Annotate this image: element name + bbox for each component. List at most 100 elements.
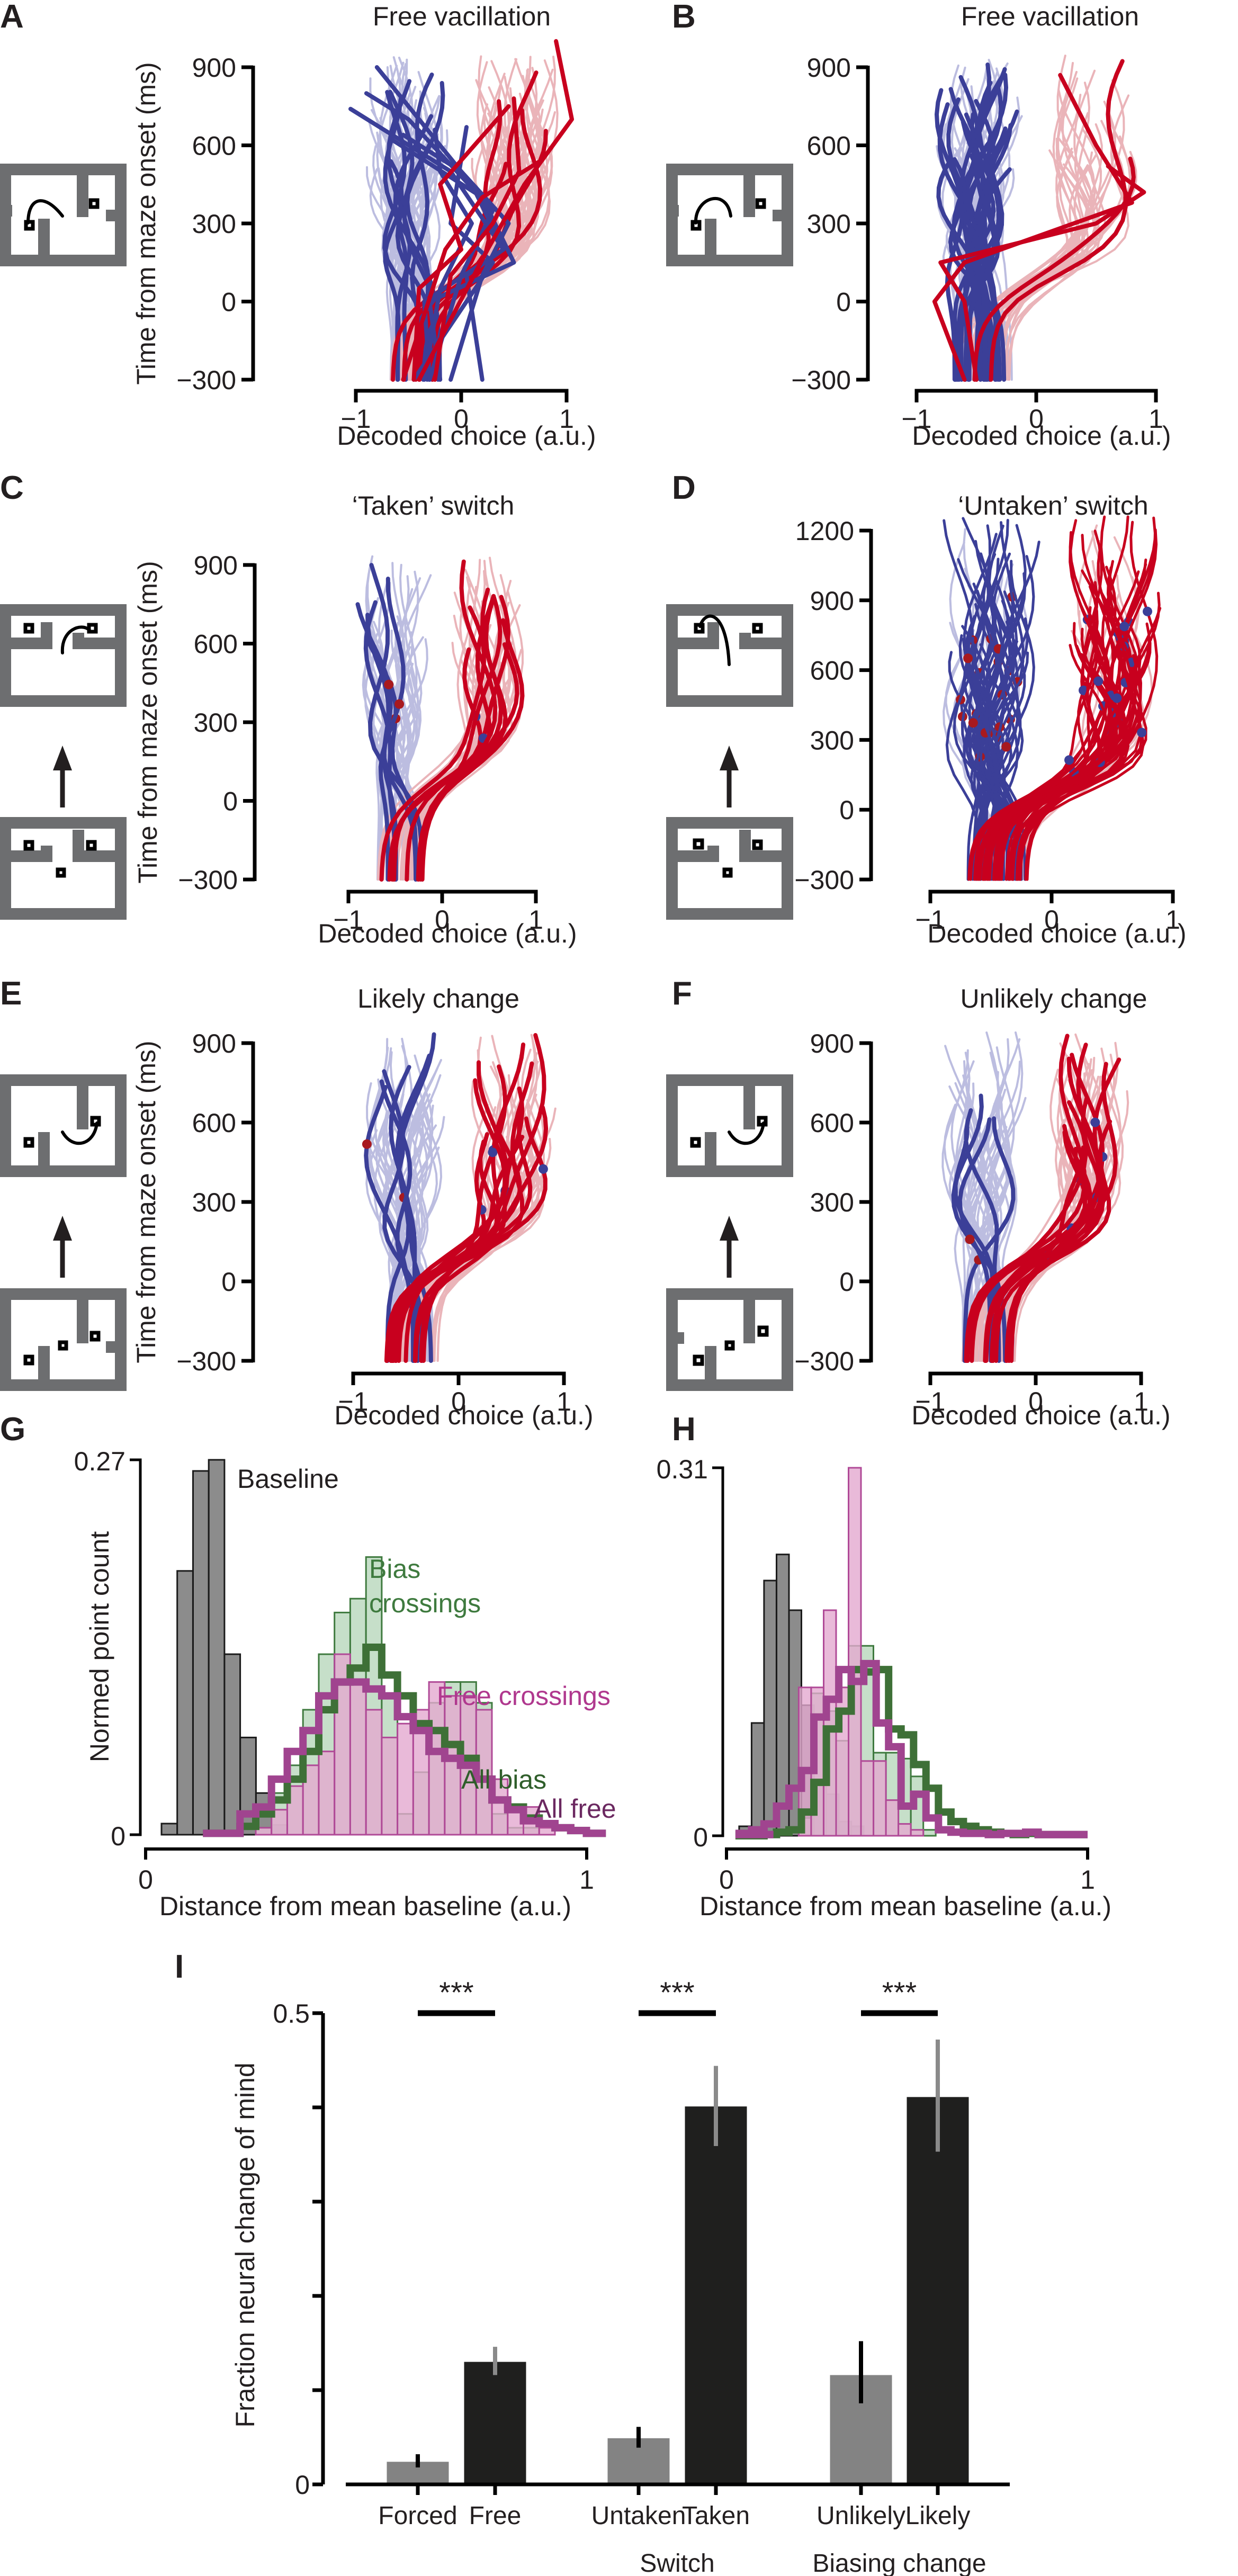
y-tick-label: 0: [111, 1821, 125, 1851]
crossing-point: [394, 699, 405, 709]
y-tick-label: 0.27: [74, 1447, 125, 1476]
y-tick-label: 900: [807, 53, 851, 83]
histogram-bin-free-crossings: [910, 1829, 925, 1837]
y-tick-label: −300: [791, 365, 851, 395]
x-tick-label: 0: [138, 1865, 153, 1895]
panel-f-title: Unlikely change: [961, 984, 1147, 1013]
maze-icon-after: [0, 1074, 127, 1177]
significance-stars: ***: [882, 1976, 917, 2009]
trajectory-right-faint: [1003, 82, 1091, 381]
trajectory-left-faint: [962, 1126, 1008, 1362]
x-tick-label: Taken: [682, 2502, 750, 2530]
panel-b-trajectories: [932, 55, 1146, 382]
significance-stars: ***: [439, 1976, 473, 2009]
trajectory-right-strong: [390, 600, 508, 882]
panel-g-ylabel: Normed point count: [85, 1531, 114, 1762]
x-tick-label: Forced: [378, 2502, 457, 2530]
trajectory-right-strong: [1007, 1057, 1122, 1363]
trajectory-right-strong: [985, 627, 1122, 881]
panel-d: D ‘Untaken’ switch 1200 900 600 300 0 −300 −1 0…: [666, 470, 1187, 948]
label-bias-crossings-line2: crossings: [369, 1588, 481, 1618]
crossing-point: [968, 718, 978, 728]
bar-free: [464, 2362, 526, 2484]
y-tick-label: 0: [693, 1823, 708, 1852]
histogram-bin-free-crossings: [365, 1709, 383, 1836]
y-axis-label: Time from maze onset (ms): [131, 62, 161, 384]
y-tick-label: 0: [839, 1267, 854, 1297]
x-tick-label: 0: [435, 905, 450, 935]
trajectory-left-strong: [953, 109, 1019, 382]
trajectory-left-strong: [979, 552, 1022, 881]
trajectory-highlight-red: [417, 39, 574, 382]
x-tick-label: 0: [1028, 1387, 1043, 1416]
label-bias-crossings-line1: Bias: [369, 1554, 420, 1584]
trajectory-left-strong: [379, 1079, 416, 1363]
trajectory-right-strong: [989, 1096, 1104, 1363]
x-tick-label: 0: [719, 1865, 734, 1895]
y-tick-label: 1200: [795, 516, 854, 546]
crossing-point: [1112, 693, 1122, 703]
panel-b-title: Free vacillation: [961, 2, 1139, 31]
x-tick-label: 1: [1080, 1865, 1095, 1895]
y-tick-label: 900: [194, 551, 238, 580]
y-tick-label: 0: [836, 288, 851, 317]
panel-e-trajectories: [362, 1032, 557, 1363]
group-label: Switch: [640, 2550, 714, 2576]
panel-b: B Free vacillation 900 600 300 0 −300 −1 0 1Dec…: [666, 0, 1171, 451]
y-axis-label: Time from maze onset (ms): [131, 1040, 161, 1363]
y-tick-label: 0: [221, 288, 236, 317]
x-tick-label: −1: [901, 404, 931, 434]
panel-h-histogram: 0.31 00 1: [657, 1455, 1095, 1895]
panel-h-xlabel: Distance from mean baseline (a.u.): [699, 1891, 1111, 1921]
x-tick-label: 1: [1134, 1387, 1149, 1416]
group-label: Biasing change: [812, 2550, 986, 2576]
y-tick-label: −300: [176, 365, 236, 395]
x-tick-label: Unlikely: [817, 2502, 905, 2530]
x-tick-label: 1: [557, 1387, 571, 1416]
y-tick-label: 0: [221, 1267, 236, 1297]
x-axis-label: Decoded choice (a.u.): [334, 1401, 593, 1430]
x-tick-label: −1: [333, 905, 363, 935]
histogram-bin-free-crossings: [381, 1736, 399, 1836]
trajectory-right-strong: [964, 1062, 1118, 1363]
maze-icon-after: [666, 1074, 793, 1177]
x-tick-label: 0: [1044, 905, 1059, 935]
histogram-bin-free-crossings: [823, 1609, 837, 1837]
histogram-step-all-free: [203, 1678, 606, 1837]
panel-letter-g: G: [0, 1411, 25, 1448]
x-tick-label: −1: [915, 1387, 945, 1416]
trajectory-right-strong: [419, 1064, 508, 1363]
arrow-up-icon: [53, 746, 72, 807]
trajectory-right-strong: [394, 1033, 546, 1363]
trajectory-highlight-red: [433, 96, 522, 382]
trajectory-left-strong: [951, 1093, 1008, 1363]
crossing-point: [1090, 1117, 1100, 1127]
trajectory-right-strong: [989, 59, 1128, 382]
trajectory-highlight-blue: [364, 91, 495, 382]
trajectory-highlight-blue: [348, 106, 506, 382]
x-tick-label: 0: [454, 404, 469, 434]
bar-likely: [907, 2097, 969, 2484]
y-tick-label: 900: [192, 53, 236, 83]
y-tick-label: −300: [176, 1347, 236, 1376]
crossing-point: [1093, 676, 1104, 686]
histogram-bin-free-crossings: [848, 1467, 862, 1837]
panel-letter-f: F: [672, 975, 692, 1012]
trajectory-highlight-red: [932, 73, 1134, 382]
trajectory-right-strong: [405, 559, 498, 882]
x-tick-label: 0: [451, 1387, 466, 1416]
y-tick-label: 0: [295, 2470, 310, 2500]
panel-a: A Free vacillation 900 600 300 0 −300 −1 0 1Dec…: [0, 0, 596, 451]
trajectory-highlight-red: [411, 104, 511, 382]
trajectory-right-strong: [969, 617, 1098, 881]
y-tick-label: 300: [192, 209, 236, 239]
x-tick-label: −1: [915, 905, 945, 935]
x-tick-label: 1: [579, 1865, 594, 1895]
y-tick-label: 600: [810, 656, 854, 686]
x-tick-label: −1: [338, 1387, 368, 1416]
histogram-step-all-free: [735, 1659, 1088, 1838]
crossing-point: [1137, 728, 1147, 738]
histogram-bin-free-crossings: [898, 1823, 912, 1837]
